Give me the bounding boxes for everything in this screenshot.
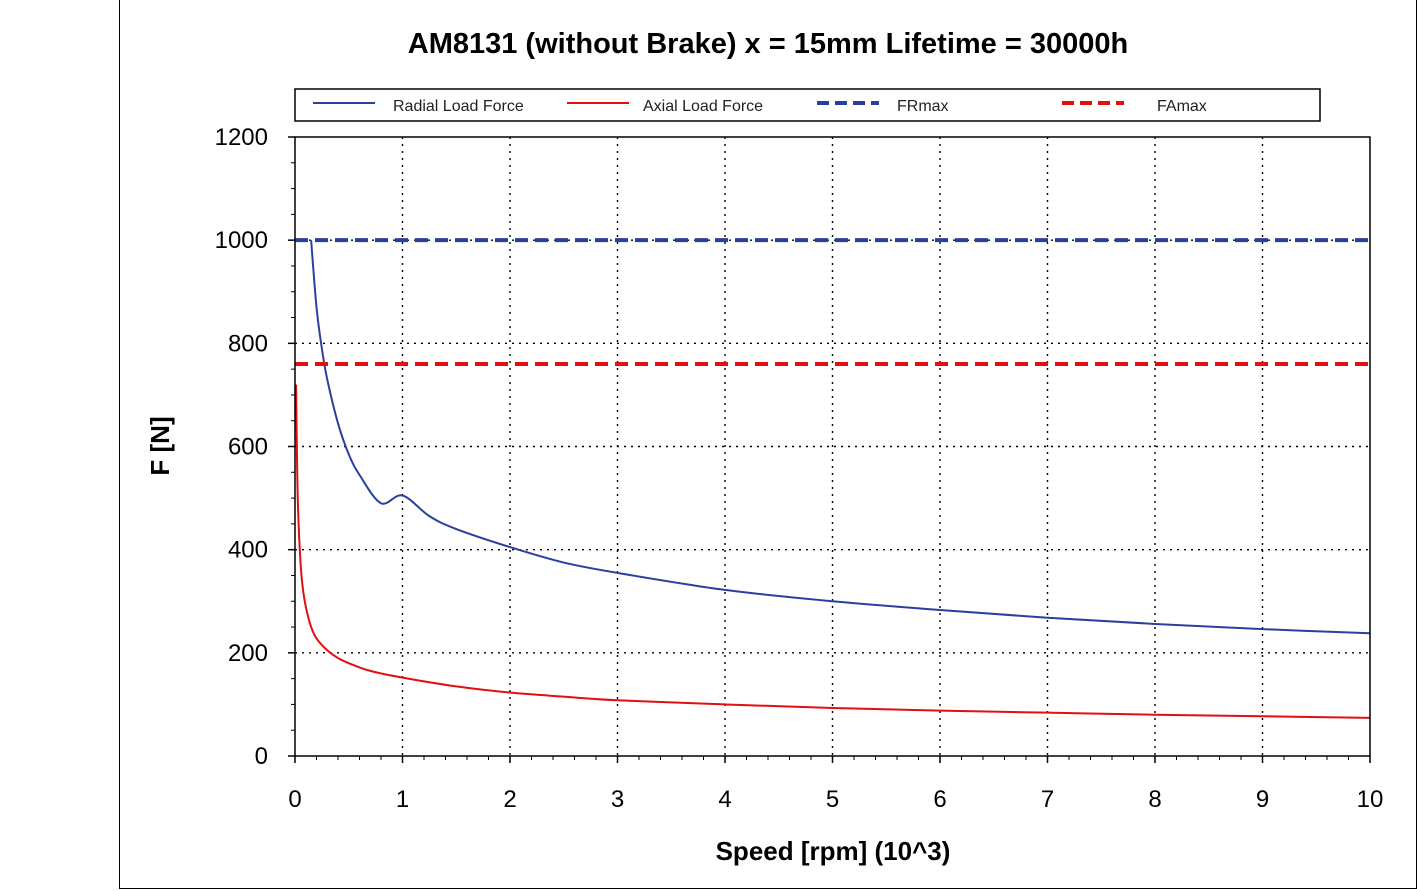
x-axis-label: Speed [rpm] (10^3): [716, 836, 951, 866]
x-tick-label: 2: [503, 786, 516, 813]
y-tick-label: 600: [228, 434, 268, 461]
x-tick-label: 3: [611, 786, 624, 813]
series-layer: [295, 238, 1371, 719]
chart-title: AM8131 (without Brake) x = 15mm Lifetime…: [408, 28, 1128, 60]
y-axis-label: F [N]: [145, 416, 175, 475]
x-tick-label: 5: [826, 786, 839, 813]
legend-label: FAmax: [1157, 98, 1207, 115]
y-tick-label: 200: [228, 640, 268, 667]
series-line-axial-load-force: [295, 384, 1371, 719]
x-tick-label: 1: [396, 786, 409, 813]
legend: Radial Load Force Axial Load Force FRmax FA…: [294, 88, 1321, 122]
x-tick-label: 8: [1148, 786, 1161, 813]
y-tick-label: 1200: [215, 124, 268, 151]
y-axis: 0 200 400 600 800 1000 1200: [215, 124, 295, 770]
x-tick-label: 10: [1357, 786, 1384, 813]
x-tick-label: 7: [1041, 786, 1054, 813]
x-tick-label: 9: [1256, 786, 1269, 813]
y-tick-label: 800: [228, 330, 268, 357]
x-axis: 0 1 2 3 4 5 6 7 8 9 10: [288, 756, 1383, 813]
grid: [295, 137, 1370, 756]
legend-label: FRmax: [897, 98, 949, 115]
y-tick-label: 400: [228, 537, 268, 564]
chart-frame: [119, 0, 1417, 889]
y-tick-label: 0: [255, 743, 268, 770]
legend-label: Radial Load Force: [393, 98, 524, 115]
x-tick-label: 0: [288, 786, 301, 813]
legend-box: [294, 88, 1321, 122]
x-tick-label: 6: [933, 786, 946, 813]
x-tick-label: 4: [718, 786, 731, 813]
series-line-radial-load-force: [310, 240, 1371, 635]
y-tick-label: 1000: [215, 227, 268, 254]
legend-label: Axial Load Force: [643, 98, 763, 115]
